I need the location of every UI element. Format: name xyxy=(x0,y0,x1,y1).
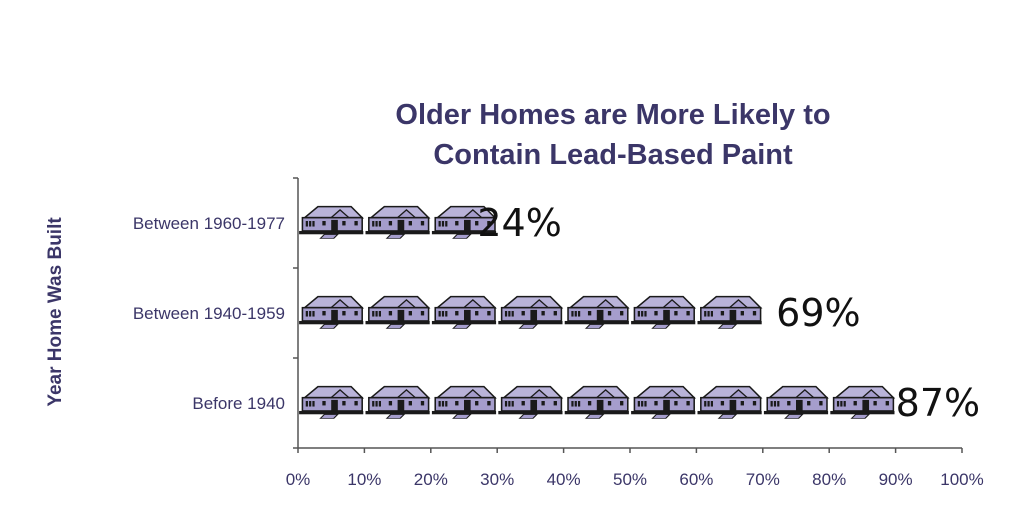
house-icon xyxy=(364,205,431,239)
data-labels: 24% 69% 87% xyxy=(477,201,980,425)
chart-title-line-2: Contain Lead-Based Paint xyxy=(433,139,793,171)
x-tick-label: 90% xyxy=(879,470,913,489)
house-icon xyxy=(431,385,497,419)
house-icon xyxy=(696,295,763,329)
house-icon xyxy=(298,205,365,239)
x-tick-label: 60% xyxy=(679,470,713,489)
x-tick-label: 30% xyxy=(480,470,514,489)
house-icon xyxy=(497,385,564,419)
data-label: 24% xyxy=(477,201,561,245)
house-icon xyxy=(696,385,763,419)
chart-title: Older Homes are More Likely to Contain L… xyxy=(395,99,830,171)
x-tick-label: 80% xyxy=(812,470,846,489)
house-icon xyxy=(630,295,697,329)
house-icon xyxy=(364,385,431,419)
y-axis-label: Year Home Was Built xyxy=(45,217,66,407)
x-tick-label: 20% xyxy=(414,470,448,489)
x-tick-label: 100% xyxy=(940,470,983,489)
bar xyxy=(298,385,896,419)
category-label: Before 1940 xyxy=(192,394,285,413)
house-icon xyxy=(829,385,896,419)
x-tick-label: 70% xyxy=(746,470,780,489)
x-tick-labels: 0% 10% 20% 30% 40% 50% 60% 70% 80% 90% 100% xyxy=(286,470,984,489)
category-labels: Between 1960-1977 Between 1940-1959 Before… xyxy=(133,214,285,413)
house-icon xyxy=(563,295,630,329)
bar xyxy=(298,295,763,329)
axis-ticks xyxy=(293,177,963,453)
house-icon xyxy=(364,295,431,329)
house-icon xyxy=(431,295,497,329)
house-icon xyxy=(630,385,697,419)
bar xyxy=(298,205,497,239)
house-icon xyxy=(298,385,365,419)
x-tick-label: 0% xyxy=(286,470,311,489)
x-tick-label: 10% xyxy=(347,470,381,489)
x-tick-label: 40% xyxy=(547,470,581,489)
x-tick-label: 50% xyxy=(613,470,647,489)
house-icon xyxy=(563,385,630,419)
chart-title-line-1: Older Homes are More Likely to xyxy=(395,99,830,131)
data-label: 87% xyxy=(896,381,980,425)
data-label: 69% xyxy=(776,291,860,335)
house-icon xyxy=(763,385,829,419)
category-label: Between 1940-1959 xyxy=(133,304,285,323)
house-icon xyxy=(497,295,564,329)
house-icon xyxy=(298,295,365,329)
category-label: Between 1960-1977 xyxy=(133,214,285,233)
